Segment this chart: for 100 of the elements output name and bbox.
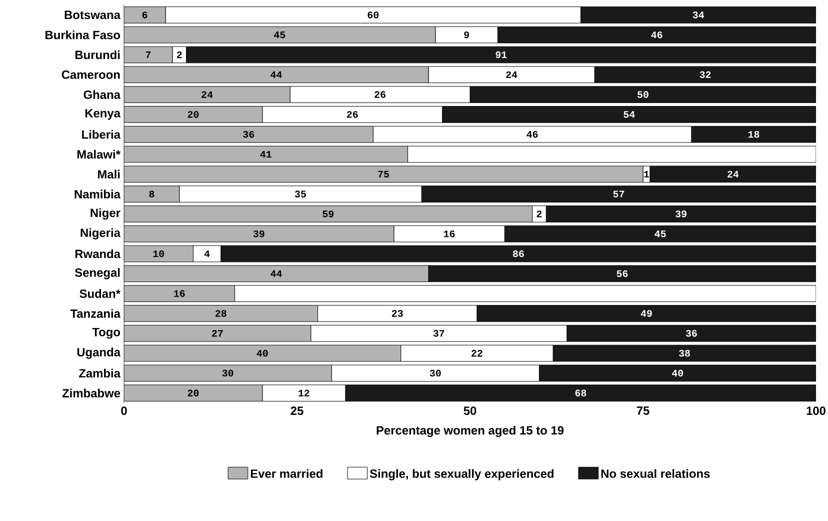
- data-label: 34: [692, 12, 704, 18]
- bar: [124, 106, 263, 123]
- data-label: 30: [222, 370, 234, 377]
- data-label: 45: [274, 32, 286, 38]
- x-axis-title: Percentage women aged 15 to 19: [376, 426, 564, 438]
- data-label: 10: [153, 250, 164, 258]
- data-label: 24: [202, 91, 213, 98]
- data-label: 2: [536, 210, 542, 218]
- data-label: 6: [142, 12, 148, 18]
- data-label: 27: [212, 330, 223, 337]
- legend-label: Single, but sexually experienced: [370, 469, 554, 480]
- bar: [124, 206, 533, 222]
- data-label: 23: [392, 310, 403, 317]
- y-tick-label: Mali: [98, 170, 120, 179]
- y-tick-label: Sudan*: [80, 289, 120, 298]
- bar: [124, 384, 263, 402]
- data-label: 46: [651, 31, 662, 38]
- data-label: 2: [176, 51, 182, 58]
- legend-label: No sexual relations: [601, 469, 710, 478]
- data-label: 59: [322, 210, 334, 218]
- data-label: 46: [526, 130, 538, 138]
- data-label: 50: [638, 91, 648, 98]
- data-label: 16: [174, 290, 185, 297]
- data-label: 20: [188, 111, 199, 118]
- data-label: 45: [654, 230, 666, 238]
- bar: [124, 6, 166, 24]
- x-tick-label: 0: [121, 406, 127, 415]
- data-label: 18: [748, 130, 760, 138]
- data-label: 8: [149, 190, 154, 198]
- y-tick-label: Zambia: [78, 368, 121, 378]
- data-label: 41: [260, 150, 272, 158]
- data-label: 40: [672, 370, 684, 377]
- bar: [124, 66, 429, 84]
- data-label: 20: [188, 390, 199, 396]
- bar: [124, 305, 318, 322]
- y-tick-label: Burkina Faso: [46, 30, 120, 40]
- data-label: 75: [378, 170, 389, 178]
- data-label: 37: [433, 330, 444, 337]
- data-label: 28: [215, 310, 226, 317]
- data-label: 60: [368, 12, 379, 18]
- data-label: 32: [700, 71, 711, 78]
- data-label: 9: [464, 31, 469, 38]
- data-label: 91: [496, 51, 507, 58]
- bar: [124, 186, 180, 202]
- y-tick-label: Kenya: [85, 109, 121, 120]
- bar: [124, 285, 235, 302]
- y-tick-label: Burundi: [75, 50, 120, 60]
- y-tick-label: Uganda: [77, 348, 121, 359]
- bar: [124, 324, 312, 342]
- y-tick-label: Togo: [92, 328, 120, 339]
- bar: [124, 146, 408, 163]
- bar: [124, 225, 394, 242]
- data-label: 16: [444, 230, 455, 238]
- data-label: 68: [575, 390, 586, 396]
- y-tick-label: Liberia: [82, 130, 121, 139]
- bar: [124, 245, 194, 262]
- data-label: 22: [472, 350, 482, 357]
- data-label: 12: [298, 390, 310, 396]
- data-label: 4: [204, 250, 210, 258]
- y-tick-label: Nigeria: [80, 228, 121, 240]
- x-tick-label: 100: [806, 406, 826, 415]
- data-label: 54: [624, 111, 635, 118]
- bar: [124, 344, 402, 362]
- bar: [124, 166, 644, 183]
- y-tick-label: Tanzania: [70, 309, 121, 318]
- y-tick-label: Senegal: [74, 268, 120, 280]
- bar: [124, 265, 429, 282]
- data-label: 26: [346, 111, 358, 118]
- y-tick-label: Botswana: [64, 10, 121, 20]
- y-tick-label: Ghana: [84, 90, 121, 99]
- data-label: 30: [430, 370, 441, 377]
- data-label: 38: [679, 350, 690, 357]
- data-label: 56: [616, 270, 628, 278]
- legend-label: Ever married: [250, 469, 322, 478]
- y-tick-label: Malawi*: [77, 150, 120, 159]
- data-label: 39: [676, 210, 686, 218]
- y-tick-label: Niger: [90, 208, 120, 220]
- data-label: 26: [374, 91, 386, 98]
- data-label: 1: [644, 170, 650, 178]
- y-tick-label: Cameroon: [62, 70, 120, 79]
- data-label: 24: [506, 71, 518, 78]
- data-label: 39: [253, 230, 264, 238]
- data-label: 49: [640, 310, 652, 317]
- data-label: 36: [243, 130, 254, 138]
- data-label: 24: [728, 170, 739, 178]
- data-label: 36: [686, 330, 697, 337]
- y-tick-label: Namibia: [74, 190, 121, 198]
- data-label: 57: [613, 190, 624, 198]
- data-label: 86: [513, 250, 524, 258]
- x-tick-label: 25: [290, 406, 304, 415]
- y-tick-label: Rwanda: [75, 249, 121, 258]
- bar: [124, 364, 332, 382]
- data-label: 7: [146, 51, 151, 58]
- bar: [124, 26, 436, 44]
- x-tick-label: 75: [636, 406, 650, 415]
- data-label: 35: [294, 190, 306, 198]
- bar: [124, 126, 374, 143]
- data-label: 40: [256, 350, 268, 357]
- bar: [124, 46, 173, 64]
- data-label: 44: [270, 71, 282, 78]
